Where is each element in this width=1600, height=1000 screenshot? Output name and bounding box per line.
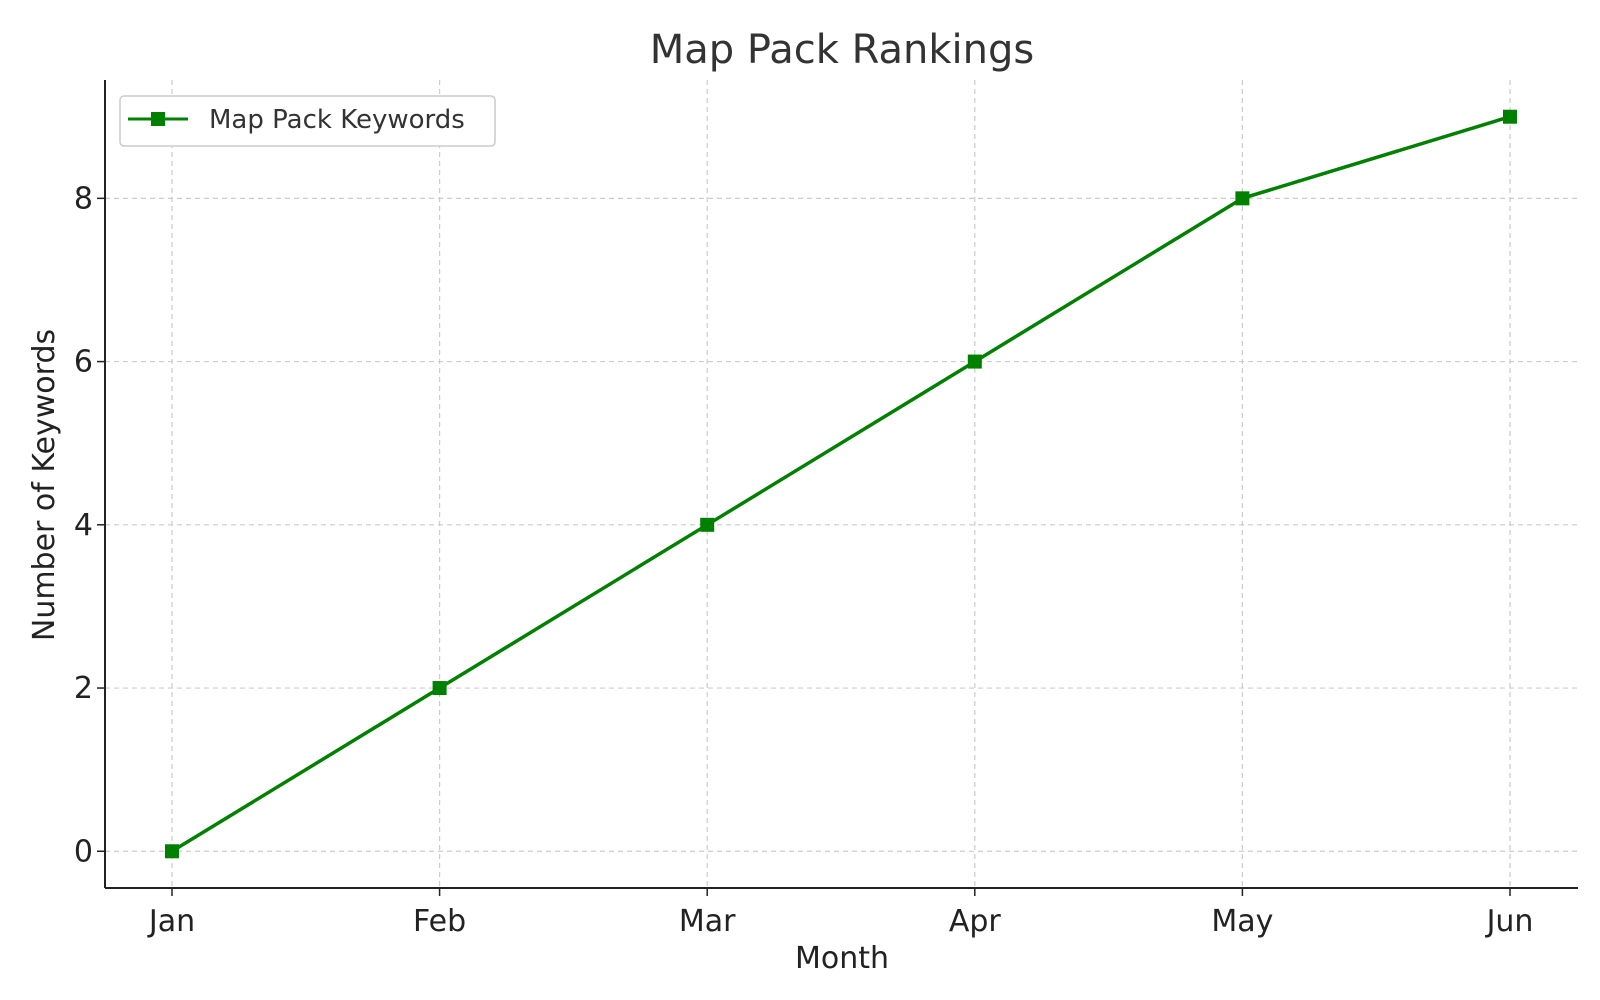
x-ticks: Jan Feb Mar Apr May Jun xyxy=(147,888,1534,939)
data-point-marker xyxy=(1235,191,1250,206)
x-tick-label: Apr xyxy=(949,904,1002,939)
y-tick-label: 6 xyxy=(74,345,93,380)
y-ticks: 0 2 4 6 8 xyxy=(74,181,105,869)
data-point-marker xyxy=(165,844,179,859)
data-point-marker xyxy=(700,517,715,532)
data-point-marker xyxy=(967,354,982,369)
y-tick-label: 8 xyxy=(74,181,93,216)
series-line xyxy=(171,115,1511,853)
axes xyxy=(104,80,1578,889)
x-tick-label: Feb xyxy=(413,904,466,939)
legend: Map Pack Keywords xyxy=(119,95,496,147)
y-tick-label: 4 xyxy=(74,508,93,543)
legend-label: Map Pack Keywords xyxy=(209,105,465,135)
data-point-marker xyxy=(432,681,447,696)
y-tick-label: 2 xyxy=(74,671,93,706)
x-tick-label: May xyxy=(1211,904,1273,939)
legend-box xyxy=(119,95,496,147)
data-point-marker xyxy=(1503,109,1517,124)
grid xyxy=(105,80,1578,888)
legend-marker xyxy=(151,112,165,126)
x-tick-label: Jun xyxy=(1485,904,1534,939)
chart-title: Map Pack Rankings xyxy=(650,27,1034,73)
x-tick-label: Mar xyxy=(679,904,736,939)
y-axis-label: Number of Keywords xyxy=(27,329,62,641)
series xyxy=(165,109,1517,859)
y-tick-label: 0 xyxy=(74,834,93,869)
x-tick-label: Jan xyxy=(147,904,195,939)
x-axis-label: Month xyxy=(795,941,889,976)
